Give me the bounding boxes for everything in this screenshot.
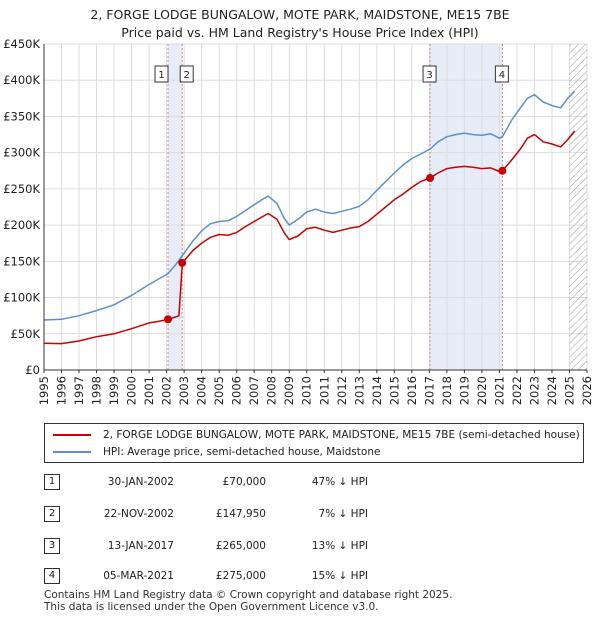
x-tick-label: 2021 <box>492 376 506 405</box>
sale-hpi-diff: 13% ↓ HPI <box>311 540 368 552</box>
sale-price: £70,000 <box>222 476 266 488</box>
sale-point <box>178 258 187 267</box>
sale-period-band <box>430 44 503 370</box>
x-tick-label: 2026 <box>580 376 594 405</box>
sale-row: 4 05-MAR-2021 £275,000 15% ↓ HPI <box>44 568 444 586</box>
y-tick-label: £300K <box>3 146 40 160</box>
sale-number-badge: 3 <box>44 538 60 554</box>
x-tick-label: 2017 <box>422 376 436 405</box>
sale-row: 1 30-JAN-2002 £70,000 47% ↓ HPI <box>44 474 444 492</box>
x-tick-label: 2016 <box>405 376 419 405</box>
sale-period-band <box>168 44 183 370</box>
x-tick-label: 2020 <box>475 376 489 405</box>
sale-number-badge: 1 <box>44 474 60 490</box>
sale-price: £265,000 <box>215 540 266 552</box>
y-tick-label: £350K <box>3 109 40 123</box>
sale-number-badge: 4 <box>44 568 60 584</box>
x-tick-label: 2010 <box>300 376 314 405</box>
y-tick-label: £400K <box>3 73 40 87</box>
x-tick-label: 2019 <box>457 376 471 405</box>
x-tick-label: 1997 <box>72 376 86 405</box>
x-tick-label: 2018 <box>440 376 454 405</box>
sale-number-box <box>154 65 169 83</box>
x-tick-label: 2022 <box>510 376 524 405</box>
x-tick-label: 2003 <box>177 376 191 405</box>
x-tick-label: 2006 <box>230 376 244 405</box>
x-tick-label: 2007 <box>247 376 261 405</box>
footer-license: This data is licensed under the Open Gov… <box>44 601 379 613</box>
x-tick-label: 2023 <box>527 376 541 405</box>
y-tick-label: £100K <box>3 291 40 305</box>
x-tick-label: 2002 <box>160 376 174 405</box>
forecast-hatch <box>569 44 587 370</box>
price-chart: 1 2 3 4 £0 £50K £100K £150K £200K £250K £300K £350… <box>3 37 594 405</box>
legend-swatch-hpi <box>53 451 91 453</box>
x-tick-label: 2005 <box>212 376 226 405</box>
x-tick-label: 2024 <box>545 376 559 405</box>
sale-row: 3 13-JAN-2017 £265,000 13% ↓ HPI <box>44 538 444 556</box>
x-tick-label: 2001 <box>142 376 156 405</box>
legend-label-hpi: HPI: Average price, semi-detached house,… <box>103 446 381 458</box>
chart-subtitle: Price paid vs. HM Land Registry's House … <box>121 25 479 40</box>
chart-title: 2, FORGE LODGE BUNGALOW, MOTE PARK, MAID… <box>90 7 510 22</box>
sale-row: 2 22-NOV-2002 £147,950 7% ↓ HPI <box>44 506 444 524</box>
legend-swatch-property <box>53 434 91 436</box>
footer-copyright: Contains HM Land Registry data © Crown c… <box>44 589 453 601</box>
sale-number-box <box>422 65 437 83</box>
sale-date: 05-MAR-2021 <box>103 570 174 582</box>
sale-number-badge: 2 <box>44 506 60 522</box>
y-tick-label: £0 <box>25 363 40 377</box>
x-tick-label: 2013 <box>352 376 366 405</box>
sale-point <box>164 315 173 324</box>
sale-hpi-diff: 15% ↓ HPI <box>311 570 368 582</box>
x-tick-label: 1995 <box>37 376 51 405</box>
x-tick-label: 2008 <box>265 376 279 405</box>
y-tick-label: £150K <box>3 254 40 268</box>
sale-price: £147,950 <box>215 508 266 520</box>
y-tick-label: £250K <box>3 182 40 196</box>
x-tick-label: 2004 <box>195 376 209 405</box>
sale-number-label: 2 <box>184 70 190 81</box>
sale-number-label: 4 <box>499 70 505 81</box>
sale-date: 13-JAN-2017 <box>107 540 174 552</box>
sale-point <box>426 174 435 183</box>
sale-number-box <box>494 65 509 83</box>
sale-price: £275,000 <box>215 570 266 582</box>
legend-label-property: 2, FORGE LODGE BUNGALOW, MOTE PARK, MAID… <box>103 429 580 441</box>
x-tick-label: 1996 <box>55 376 69 405</box>
sale-hpi-diff: 7% ↓ HPI <box>318 508 368 520</box>
legend-item-hpi: HPI: Average price, semi-detached house,… <box>53 444 380 460</box>
sale-number-label: 3 <box>426 70 432 81</box>
x-tick-label: 2014 <box>370 376 384 405</box>
x-tick-label: 2011 <box>317 376 331 405</box>
sale-date: 30-JAN-2002 <box>107 476 174 488</box>
x-tick-label: 2012 <box>335 376 349 405</box>
legend-item-property: 2, FORGE LODGE BUNGALOW, MOTE PARK, MAID… <box>53 427 580 443</box>
hpi-line <box>43 90 576 321</box>
x-tick-label: 1998 <box>90 376 104 405</box>
x-tick-label: 1999 <box>107 376 121 405</box>
x-tick-label: 2000 <box>125 376 139 405</box>
sale-date: 22-NOV-2002 <box>103 508 174 520</box>
sale-point <box>498 166 507 175</box>
y-tick-label: £50K <box>11 327 41 341</box>
chart-legend: 2, FORGE LODGE BUNGALOW, MOTE PARK, MAID… <box>44 423 584 463</box>
y-tick-label: £200K <box>3 218 40 232</box>
sale-number-box <box>179 65 194 83</box>
sale-number-label: 1 <box>158 70 164 81</box>
y-tick-label: £450K <box>3 37 40 51</box>
sale-hpi-diff: 47% ↓ HPI <box>311 476 368 488</box>
x-tick-label: 2025 <box>562 376 576 405</box>
x-tick-label: 2009 <box>282 376 296 405</box>
x-tick-label: 2015 <box>387 376 401 405</box>
